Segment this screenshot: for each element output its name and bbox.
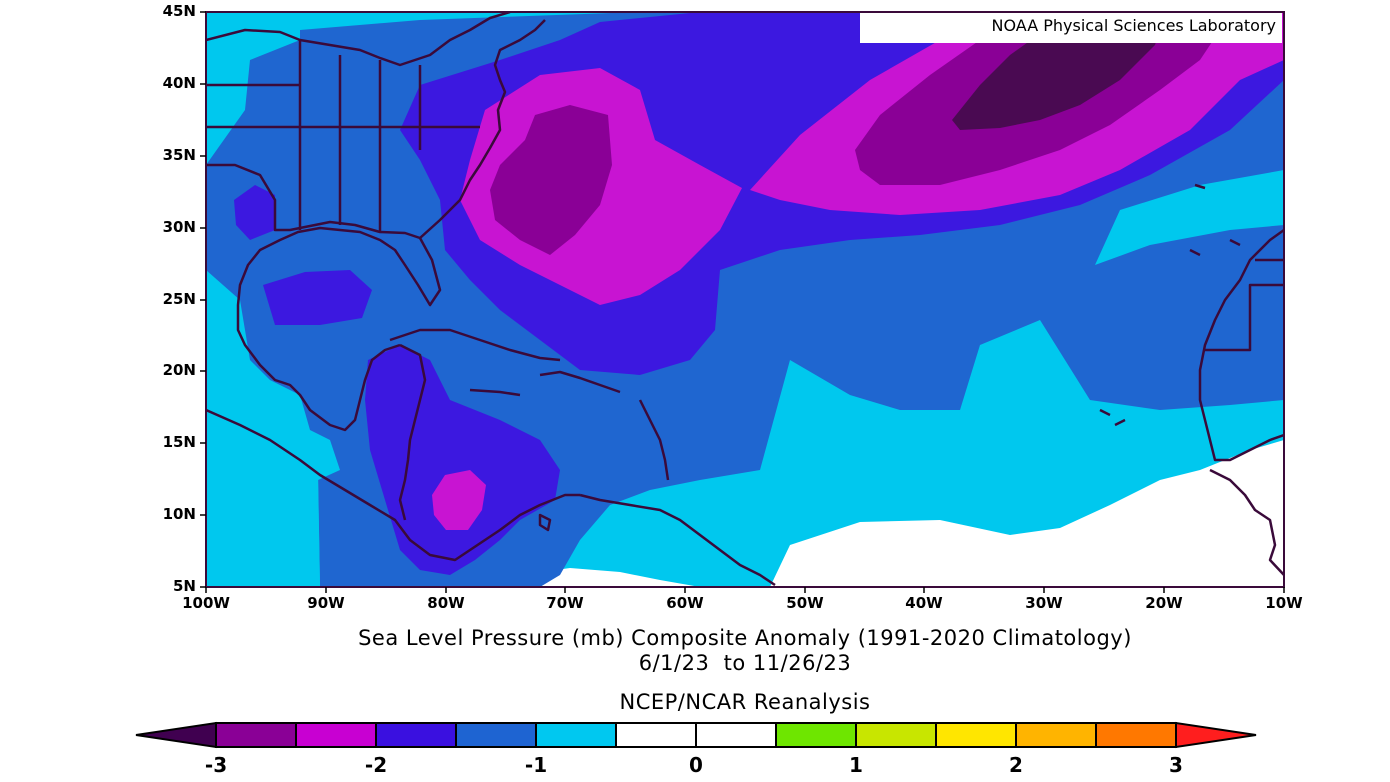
colorbar-label-m2: -2 [364,753,388,777]
shade-m25-west-atlantic [490,105,612,255]
lon-label-50w: 50W [786,594,824,612]
colorbar-label-1: 1 [849,753,863,777]
lon-label-70w: 70W [546,594,584,612]
colorbar-segment [1015,722,1097,748]
colorbar-segment [615,722,697,748]
colorbar-segment [375,722,457,748]
colorbar-label-2: 2 [1009,753,1023,777]
lon-label-30w: 30W [1025,594,1063,612]
lon-label-40w: 40W [905,594,943,612]
colorbar-segment [695,722,777,748]
lat-label-20n: 20N [162,361,196,379]
lon-label-100w: 100W [182,594,230,612]
shade-m3-north-atlantic [952,14,1165,130]
shade-m15-western-caribbean [365,345,560,575]
lat-label-30n: 30N [162,218,196,236]
shade-m15-gulf [263,270,372,325]
lat-label-40n: 40N [162,74,196,92]
lon-label-60w: 60W [666,594,704,612]
colorbar-label-m1: -1 [524,753,548,777]
lat-label-10n: 10N [162,505,196,523]
lon-label-20w: 20W [1145,594,1183,612]
shade-m05-mexico [206,480,320,587]
shade-m15-southeast-us [234,185,275,240]
title-line-1: Sea Level Pressure (mb) Composite Anomal… [358,626,1132,650]
colorbar-label-m3: -3 [204,753,228,777]
shade-zero-south-atlantic [770,440,1284,587]
colorbar-segment [1095,722,1177,748]
colorbar-segment [455,722,537,748]
colorbar-segment [295,722,377,748]
lon-label-10w: 10W [1265,594,1303,612]
lat-label-35n: 35N [162,146,196,164]
shade-m05-gulf-west [206,270,340,500]
shade-m2-central-america [432,470,486,530]
colorbar-segment [535,722,617,748]
colorbar-label-3: 3 [1169,753,1183,777]
lon-label-90w: 90W [307,594,345,612]
colorbar-arrow-left [135,721,217,749]
colorbar-segment [215,722,297,748]
colorbar-arrow-right [1175,721,1257,749]
lat-label-15n: 15N [162,433,196,451]
axis-ticks [200,11,1285,593]
lat-label-5n: 5N [173,577,196,595]
coastlines [206,12,1284,587]
colorbar-label-0: 0 [689,753,703,777]
colorbar [135,721,1257,749]
colorbar-segment [775,722,857,748]
lat-label-45n: 45N [162,2,196,20]
colorbar-segment [935,722,1017,748]
lat-label-25n: 25N [162,290,196,308]
title-line-3: NCEP/NCAR Reanalysis [619,690,871,714]
credit-label: NOAA Physical Sciences Laboratory [860,13,1282,43]
lon-label-80w: 80W [427,594,465,612]
colorbar-segment [855,722,937,748]
title-line-2: 6/1/23 to 11/26/23 [638,651,852,675]
